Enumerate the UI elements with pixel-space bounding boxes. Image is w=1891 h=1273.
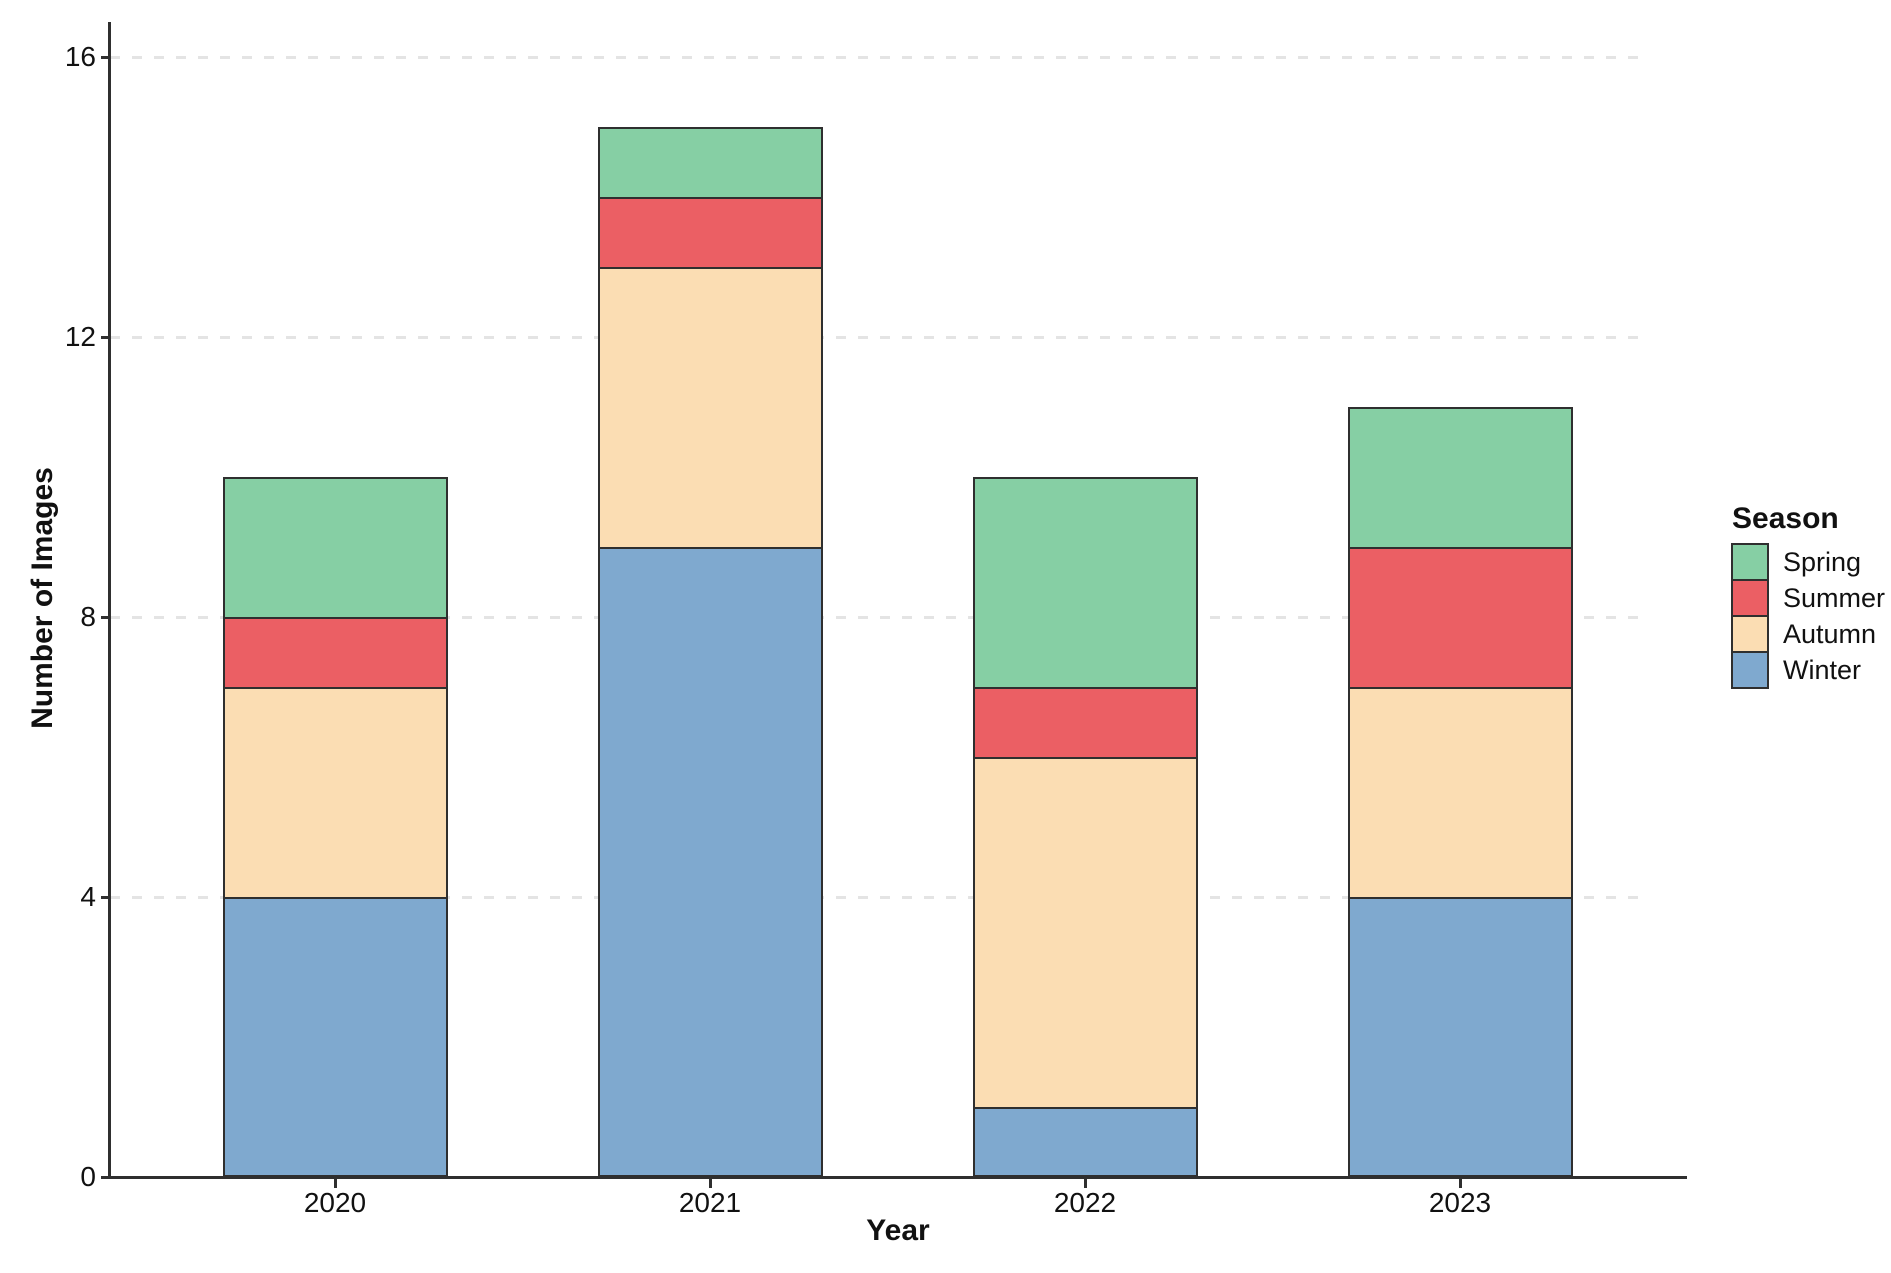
legend-swatch-summer xyxy=(1731,579,1769,617)
legend-label-summer: Summer xyxy=(1783,583,1886,613)
bar-segment-2020-winter xyxy=(222,897,448,1177)
y-tick-label: 12 xyxy=(64,321,96,352)
y-tick-label: 16 xyxy=(64,41,96,72)
legend-label-spring: Spring xyxy=(1783,547,1862,577)
gridline-8 xyxy=(110,615,1640,619)
y-tick-label: 0 xyxy=(80,1161,96,1192)
legend-swatch-spring xyxy=(1731,543,1769,581)
bar-segment-2023-spring xyxy=(1347,407,1573,549)
y-tick-label: 8 xyxy=(80,601,96,632)
x-tick-label: 2020 xyxy=(303,1187,367,1218)
legend-swatch-autumn xyxy=(1731,615,1769,653)
x-tick-mark-2023 xyxy=(1458,1179,1462,1188)
y-tick-mark-4 xyxy=(101,895,110,899)
legend-swatch-winter xyxy=(1731,651,1769,689)
bar-segment-2021-autumn xyxy=(597,267,823,549)
bar-segment-2022-spring xyxy=(972,477,1198,689)
x-tick-label: 2022 xyxy=(1053,1187,1117,1218)
bar-segment-2023-autumn xyxy=(1347,687,1573,899)
x-tick-mark-2022 xyxy=(1083,1179,1087,1188)
bar-segment-2023-winter xyxy=(1347,897,1573,1177)
y-tick-label: 4 xyxy=(80,881,96,912)
y-axis-line xyxy=(108,22,111,1179)
x-tick-mark-2020 xyxy=(333,1179,337,1188)
bar-segment-2021-spring xyxy=(597,127,823,199)
bar-segment-2022-autumn xyxy=(972,757,1198,1109)
legend-label-winter: Winter xyxy=(1783,655,1862,685)
bar-segment-2020-summer xyxy=(222,617,448,689)
bar-segment-2021-summer xyxy=(597,197,823,269)
x-tick-mark-2021 xyxy=(708,1179,712,1188)
gridline-4 xyxy=(110,895,1640,899)
x-axis-title: Year xyxy=(866,1214,930,1247)
y-tick-mark-0 xyxy=(101,1175,110,1179)
x-axis-line xyxy=(108,1176,1687,1179)
gridline-16 xyxy=(110,55,1640,59)
legend-title: Season xyxy=(1732,502,1839,535)
legend-label-autumn: Autumn xyxy=(1783,619,1877,649)
bar-segment-2022-summer xyxy=(972,687,1198,759)
y-axis-title: Number of Images xyxy=(26,467,59,729)
bar-segment-2023-summer xyxy=(1347,547,1573,689)
y-tick-mark-12 xyxy=(101,335,110,339)
y-tick-mark-8 xyxy=(101,615,110,619)
x-tick-label: 2021 xyxy=(678,1187,742,1218)
x-tick-label: 2023 xyxy=(1428,1187,1492,1218)
bar-segment-2022-winter xyxy=(972,1107,1198,1177)
y-tick-mark-16 xyxy=(101,55,110,59)
bar-segment-2021-winter xyxy=(597,547,823,1177)
gridline-12 xyxy=(110,335,1640,339)
bar-segment-2020-autumn xyxy=(222,687,448,899)
bar-segment-2020-spring xyxy=(222,477,448,619)
